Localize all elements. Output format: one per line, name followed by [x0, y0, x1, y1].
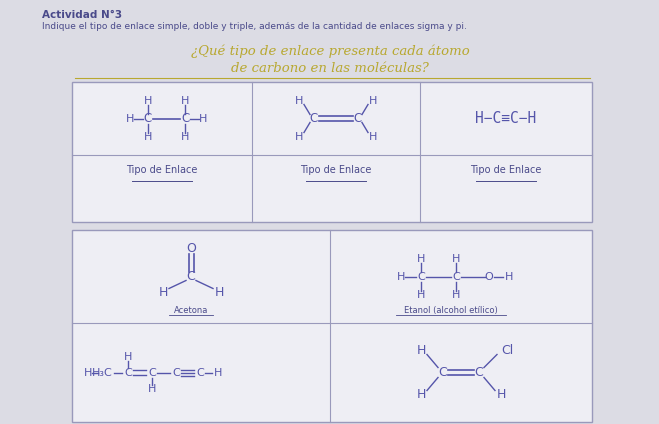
Text: H: H [158, 286, 167, 299]
Text: O: O [484, 271, 494, 282]
Text: H: H [369, 95, 377, 106]
Text: C: C [144, 112, 152, 125]
Text: Tipo de Enlace: Tipo de Enlace [301, 165, 372, 175]
Text: H: H [295, 95, 303, 106]
Text: H: H [416, 254, 425, 263]
Text: Acetona: Acetona [174, 306, 208, 315]
Text: H: H [181, 95, 189, 106]
Text: H: H [144, 95, 152, 106]
Text: H: H [416, 388, 426, 401]
Text: Actividad N°3: Actividad N°3 [42, 10, 122, 20]
Text: H: H [144, 131, 152, 142]
Text: C: C [417, 271, 425, 282]
Text: C: C [452, 271, 460, 282]
Text: C: C [196, 368, 204, 377]
Text: H: H [148, 383, 156, 393]
Text: H: H [199, 114, 207, 123]
Text: C: C [439, 366, 447, 379]
Text: H: H [295, 131, 303, 142]
Text: H: H [505, 271, 513, 282]
Text: H: H [452, 254, 460, 263]
Text: O: O [186, 242, 196, 255]
Text: Tipo de Enlace: Tipo de Enlace [471, 165, 542, 175]
Text: Cl: Cl [501, 344, 513, 357]
Text: C: C [148, 368, 156, 377]
Text: H: H [416, 344, 426, 357]
Text: H: H [84, 368, 92, 377]
Text: H: H [124, 351, 132, 362]
Text: H: H [496, 388, 505, 401]
Text: Indique el tipo de enlace simple, doble y triple, además de la cantidad de enlac: Indique el tipo de enlace simple, doble … [42, 22, 467, 31]
Bar [72, 230, 592, 422]
Text: ¿Qué tipo de enlace presenta cada átomo
de carbono en las moléculas?: ¿Qué tipo de enlace presenta cada átomo … [190, 45, 469, 75]
Text: H: H [397, 271, 405, 282]
Text: C: C [172, 368, 180, 377]
Text: C: C [124, 368, 132, 377]
Text: H: H [126, 114, 134, 123]
Text: H: H [416, 290, 425, 299]
Text: C: C [310, 112, 318, 125]
Text: C: C [354, 112, 362, 125]
Text: C: C [474, 366, 483, 379]
Text: C: C [181, 112, 189, 125]
Text: Etanol (alcohol etílico): Etanol (alcohol etílico) [404, 306, 498, 315]
Text: Tipo de Enlace: Tipo de Enlace [127, 165, 198, 175]
Text: H−C≡C−H: H−C≡C−H [475, 111, 536, 126]
Text: C: C [186, 270, 195, 283]
Text: H₃C: H₃C [92, 368, 113, 377]
Text: H: H [214, 368, 222, 377]
Text: H: H [214, 286, 223, 299]
Text: H: H [181, 131, 189, 142]
Text: H: H [369, 131, 377, 142]
Text: H: H [452, 290, 460, 299]
Bar [72, 82, 592, 222]
